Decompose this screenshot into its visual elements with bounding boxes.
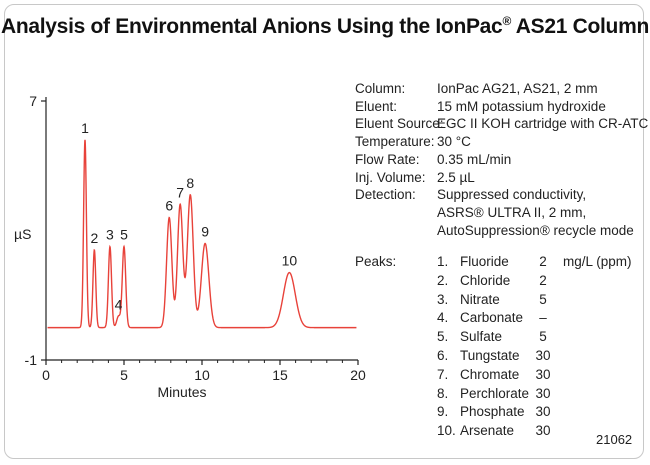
peak-name: Chloride <box>460 272 511 288</box>
peak-label: 6 <box>165 198 173 214</box>
peak-concentration: 30 <box>535 347 551 363</box>
peak-number: 4. <box>437 310 449 326</box>
peak-number: 9. <box>437 404 449 420</box>
condition-label: Temperature: <box>355 134 435 150</box>
y-tick-label: -1 <box>25 352 38 368</box>
peak-label: 1 <box>81 120 89 136</box>
peak-name: Tungstate <box>460 347 520 363</box>
peak-name: Fluoride <box>460 254 509 269</box>
peak-concentration: 2 <box>539 272 547 288</box>
chromatogram-trace <box>47 139 357 329</box>
x-axis-label: Minutes <box>157 384 206 400</box>
condition-row: Column: IonPac AG21, AS21, 2 mm <box>355 80 648 98</box>
condition-value: Suppressed conductivity, <box>437 187 587 203</box>
y-axis-label: µS <box>14 226 31 242</box>
peak-number: 5. <box>437 329 449 345</box>
y-tick-label: 7 <box>29 93 37 109</box>
peak-label: 7 <box>176 185 184 201</box>
x-tick-label: 10 <box>194 367 210 383</box>
peak-concentration: 30 <box>535 385 551 401</box>
peak-concentration: 30 <box>535 366 551 382</box>
condition-row: Inj. Volume: 2.5 µL <box>355 169 648 187</box>
title-suffix: AS21 Column <box>511 15 650 38</box>
peak-name: Phosphate <box>460 404 525 420</box>
condition-label: Column: <box>355 81 406 96</box>
peak-concentration: 30 <box>535 423 551 439</box>
x-tick-label: 0 <box>42 367 50 383</box>
peak-label: 8 <box>186 175 194 191</box>
peak-concentration: 30 <box>535 404 551 420</box>
figure-frame <box>4 4 644 459</box>
peak-name: Chromate <box>460 366 520 382</box>
peaks-label: Peaks: <box>355 254 397 269</box>
peak-name: Perchlorate <box>460 385 530 401</box>
peak-concentration: 5 <box>539 329 547 345</box>
peak-concentration: – <box>539 310 547 326</box>
condition-row: Flow Rate: 0.35 mL/min <box>355 151 648 169</box>
peak-label: 4 <box>115 296 123 312</box>
peak-concentration: 5 <box>539 291 547 307</box>
peak-label: 9 <box>201 223 209 239</box>
peak-name: Sulfate <box>460 329 503 345</box>
condition-label: Detection: <box>355 187 416 203</box>
peak-number: 6. <box>437 347 449 363</box>
peak-name: Arsenate <box>460 423 515 439</box>
x-tick-label: 5 <box>120 367 128 383</box>
condition-value: 0.35 mL/min <box>437 151 512 167</box>
peak-number: 8. <box>437 385 449 401</box>
condition-label: Inj. Volume: <box>355 169 426 185</box>
condition-value: IonPac AG21, AS21, 2 mm <box>437 81 598 96</box>
condition-label: Eluent: <box>355 98 398 114</box>
condition-label: Flow Rate: <box>355 151 420 167</box>
condition-value: EGC II KOH cartridge with CR-ATC <box>437 116 649 132</box>
peak-number: 3. <box>437 291 449 307</box>
condition-row: Detection: Suppressed conductivity, <box>355 186 648 204</box>
condition-row: Temperature: 30 °C <box>355 133 648 151</box>
peak-number: 1. <box>437 254 449 269</box>
condition-row: Eluent Source: EGC II KOH cartridge with … <box>355 115 648 133</box>
conditions-list: Column: IonPac AG21, AS21, 2 mm Eluent: 15 … <box>355 80 648 239</box>
title-registered-mark: ® <box>502 14 511 28</box>
condition-label: Eluent Source: <box>355 116 444 132</box>
figure-title: Analysis of Environmental Anions Using t… <box>0 14 650 39</box>
peak-number: 7. <box>437 366 449 382</box>
peaks-unit: mg/L (ppm) <box>563 254 632 269</box>
condition-value: 15 mM potassium hydroxide <box>437 98 606 114</box>
figure-id: 21062 <box>596 432 633 447</box>
condition-value: AutoSuppression® recycle mode <box>437 222 634 238</box>
peak-name: Nitrate <box>460 291 500 307</box>
condition-value: ASRS® ULTRA II, 2 mm, <box>437 204 587 220</box>
peak-number: 10. <box>437 423 456 439</box>
condition-value: 30 °C <box>437 134 471 150</box>
x-tick-label: 15 <box>272 367 288 383</box>
peak-concentration: 2 <box>539 254 547 269</box>
peak-name: Carbonate <box>460 310 524 326</box>
condition-row: AutoSuppression® recycle mode <box>355 222 648 240</box>
condition-row: ASRS® ULTRA II, 2 mm, <box>355 204 648 222</box>
peak-label: 5 <box>120 227 128 243</box>
peak-label: 3 <box>106 227 114 243</box>
title-text: Analysis of Environmental Anions Using t… <box>1 15 503 38</box>
condition-row: Eluent: 15 mM potassium hydroxide <box>355 98 648 116</box>
x-tick-label: 20 <box>350 367 366 383</box>
condition-value: 2.5 µL <box>437 169 475 185</box>
peak-label: 10 <box>282 253 298 269</box>
peak-label: 2 <box>90 230 98 246</box>
peak-number: 2. <box>437 272 449 288</box>
